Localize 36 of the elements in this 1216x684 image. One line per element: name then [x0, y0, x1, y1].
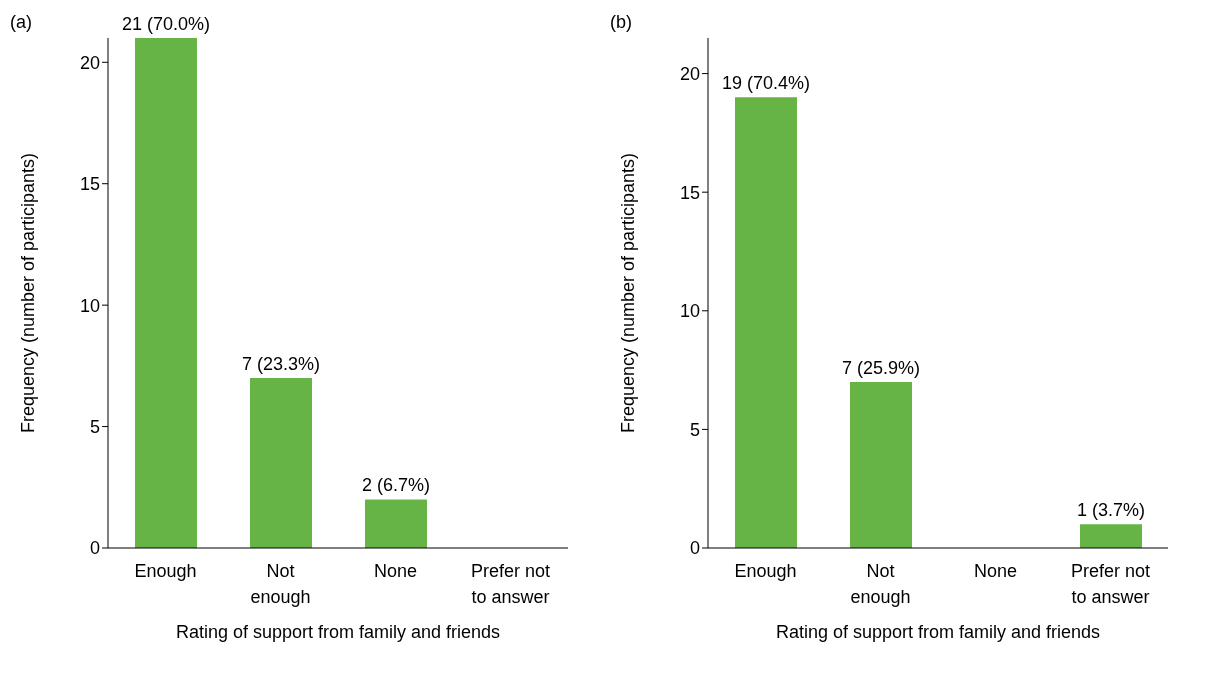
y-tick-label: 20: [679, 63, 700, 84]
y-axis-title: Frequency (number of participants): [618, 152, 639, 434]
chart-title: (a): [10, 12, 32, 33]
bar: [135, 38, 197, 548]
y-tick-label: 20: [79, 52, 100, 73]
y-tick-label: 10: [79, 295, 100, 316]
x-axis-title: Rating of support from family and friends: [175, 622, 501, 642]
y-tick-label: 5: [89, 416, 100, 437]
data-label: 1 (3.7%): [1076, 500, 1146, 521]
bar: [1080, 524, 1142, 548]
x-tick-label: Not enough: [249, 560, 312, 609]
y-tick-label: 15: [679, 182, 700, 203]
x-tick-label: Enough: [733, 560, 798, 583]
x-tick-label: Enough: [133, 560, 198, 583]
data-label: 21 (70.0%): [121, 14, 211, 34]
data-label: 2 (6.7%): [361, 475, 431, 496]
x-tick-label: Prefer not to answer: [1069, 560, 1151, 609]
data-label: 19 (70.4%): [721, 73, 811, 94]
x-tick-label: Prefer not to answer: [469, 560, 551, 609]
bar: [850, 381, 912, 548]
bar: [735, 97, 797, 548]
y-tick-label: 0: [89, 538, 100, 559]
data-label: 7 (23.3%): [241, 354, 321, 374]
bar: [250, 378, 312, 548]
x-tick-label: None: [373, 560, 418, 583]
y-tick-label: 10: [679, 301, 700, 322]
bar: [365, 499, 427, 548]
data-label: 7 (25.9%): [841, 357, 921, 378]
y-axis-title: Frequency (number of participants): [18, 152, 39, 434]
x-axis-title: Rating of support from family and friends: [775, 622, 1101, 642]
chart-title: (b): [610, 12, 632, 33]
y-tick-label: 5: [689, 419, 700, 440]
x-tick-label: None: [973, 560, 1018, 583]
y-tick-label: 0: [689, 538, 700, 559]
x-tick-label: Not enough: [849, 560, 912, 609]
y-tick-label: 15: [79, 174, 100, 195]
